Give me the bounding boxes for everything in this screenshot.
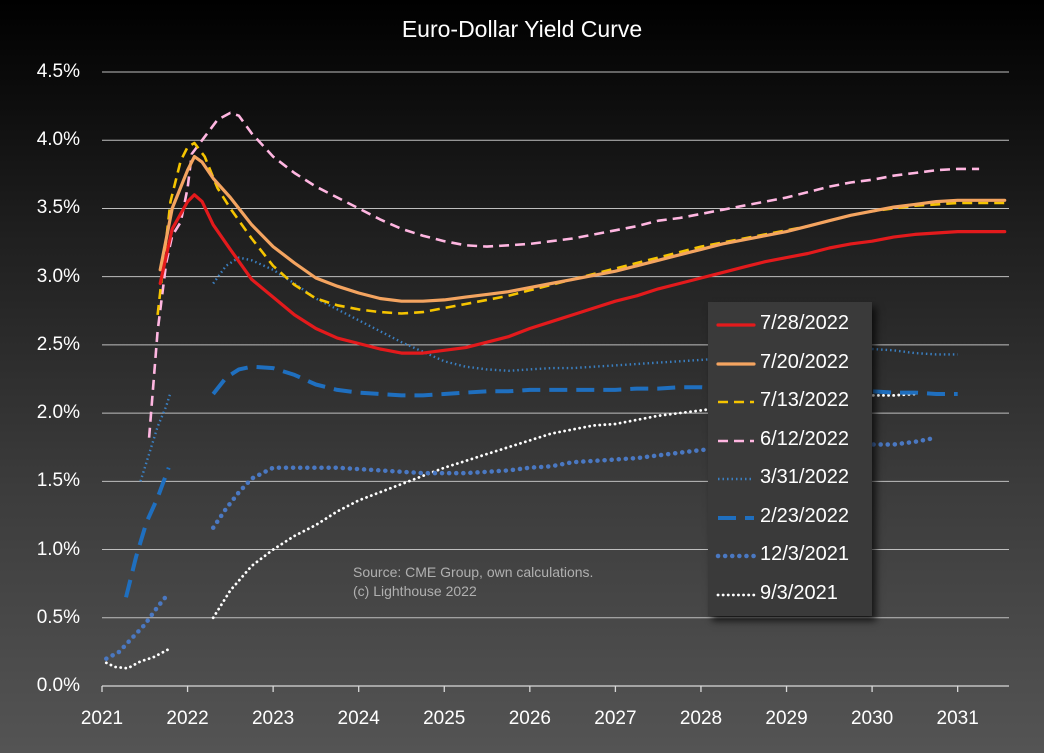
legend-label: 3/31/2022 xyxy=(760,466,849,488)
legend-item: 2/23/2022 xyxy=(708,499,872,537)
y-tick-label: 2.0% xyxy=(36,402,80,424)
y-tick-label: 1.0% xyxy=(36,538,80,560)
y-tick-label: 1.5% xyxy=(36,470,80,492)
legend-label: 12/3/2021 xyxy=(760,543,849,565)
legend-item: 12/3/2021 xyxy=(708,537,872,575)
legend-label: 9/3/2021 xyxy=(760,581,838,604)
source-line: Source: CME Group, own calculations. xyxy=(353,564,594,580)
series-line-7-13-2022 xyxy=(156,141,1005,316)
legend-swatch xyxy=(716,361,756,366)
series-line-2-23-2022 xyxy=(124,467,171,598)
y-tick-label: 2.5% xyxy=(36,333,80,355)
legend-item: 6/12/2022 xyxy=(708,422,872,460)
y-tick-label: 0.0% xyxy=(36,675,80,696)
y-tick-label: 4.0% xyxy=(36,129,80,151)
source-note: Source: CME Group, own calculations. (c)… xyxy=(353,563,593,601)
x-tick-label: 2031 xyxy=(936,708,979,729)
legend-label: 7/20/2022 xyxy=(760,350,849,373)
x-tick-label: 2030 xyxy=(850,708,894,729)
copyright-line: (c) Lighthouse 2022 xyxy=(353,583,477,599)
series-line-7-20-2022 xyxy=(158,155,1007,303)
x-tick-label: 2027 xyxy=(594,708,637,729)
y-tick-label: 3.0% xyxy=(36,265,80,287)
y-tick-label: 3.5% xyxy=(36,197,80,219)
legend-swatch xyxy=(718,439,754,442)
legend-label: 6/12/2022 xyxy=(760,427,849,450)
chart-title: Euro-Dollar Yield Curve xyxy=(401,16,643,42)
legend-swatch xyxy=(716,593,756,596)
x-tick-label: 2024 xyxy=(337,708,380,729)
legend: 7/28/2022 7/20/2022 7/13/2022 6/12/2022 3/31… xyxy=(708,302,872,616)
legend-item: 7/28/2022 xyxy=(708,306,872,344)
series-line-7-28-2022 xyxy=(158,193,1007,355)
legend-swatch xyxy=(716,323,756,327)
x-tick-label: 2023 xyxy=(251,708,295,729)
x-axis xyxy=(101,685,1009,692)
legend-swatch xyxy=(715,553,756,559)
legend-item: 3/31/2022 xyxy=(708,460,872,498)
x-tick-label: 2025 xyxy=(423,708,466,729)
series-line-3-31-2022 xyxy=(139,392,172,482)
grid-lines xyxy=(102,71,1009,619)
x-tick-label: 2028 xyxy=(679,708,723,729)
x-tick-label: 2022 xyxy=(166,708,209,729)
x-tick-label: 2026 xyxy=(508,708,551,729)
legend-swatch xyxy=(718,477,754,481)
series-line-6-12-2022 xyxy=(147,111,980,438)
legend-item: 9/3/2021 xyxy=(708,576,872,614)
x-tick-label: 2021 xyxy=(80,708,124,729)
legend-item: 7/13/2022 xyxy=(708,383,872,421)
legend-swatch xyxy=(718,400,754,404)
y-tick-label: 0.5% xyxy=(36,606,80,628)
legend-item: 7/20/2022 xyxy=(708,345,872,383)
legend-label: 7/13/2022 xyxy=(760,389,849,411)
y-tick-label: 4.5% xyxy=(36,61,80,82)
series-line-3-31-2022 xyxy=(212,256,958,372)
x-tick-label: 2029 xyxy=(765,708,808,729)
legend-swatch xyxy=(718,515,754,520)
series-line-12-3-2021 xyxy=(104,590,171,661)
legend-label: 7/28/2022 xyxy=(760,312,849,334)
legend-label: 2/23/2022 xyxy=(760,504,849,527)
series-line-9-3-2021 xyxy=(104,647,171,670)
